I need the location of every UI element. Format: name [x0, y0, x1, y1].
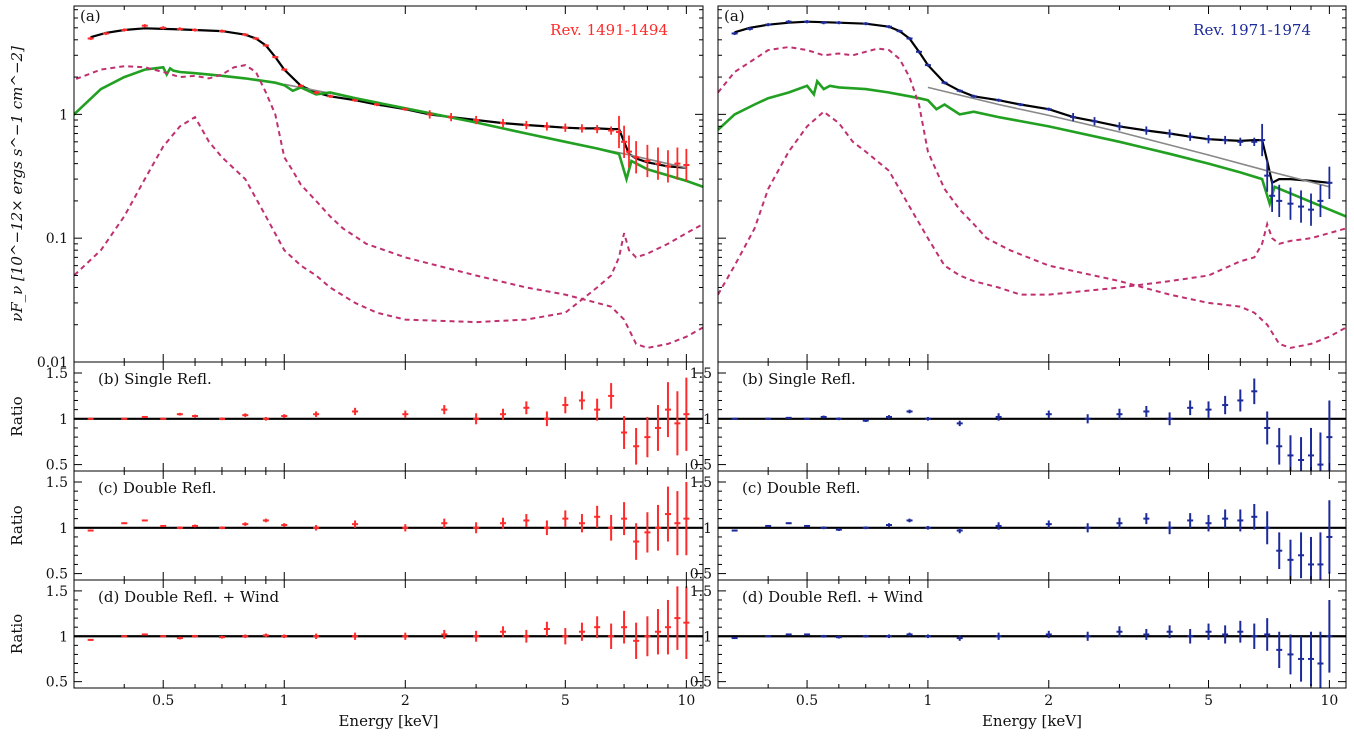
panel-label-b: (b) Single Refl. — [742, 370, 856, 388]
ratio-tick-label: 1 — [703, 629, 712, 645]
ratio-tick-label: 1.5 — [690, 584, 712, 600]
x-axis-label: Energy [keV] — [982, 712, 1082, 730]
ratio-tick-label: 0.5 — [690, 675, 712, 691]
total-model-line — [734, 20, 1330, 185]
x-tick-label: 0.5 — [796, 693, 818, 709]
ratio-tick-label: 1 — [59, 629, 68, 645]
primary-continuum-line — [74, 65, 703, 189]
x-axis-label: Energy [keV] — [338, 712, 438, 730]
panel-label-c: (c) Double Refl. — [742, 479, 861, 497]
ratio-content — [74, 481, 703, 560]
power-law-line — [927, 86, 1330, 188]
panel-label-d: (d) Double Refl. + Wind — [742, 588, 923, 606]
ratio-panel-d: 0.5 1 1.5 (d) Double Refl. + Wind Ratio — [8, 579, 704, 691]
panel-label-c: (c) Double Refl. — [98, 479, 217, 497]
ratio-tick-label: 0.5 — [46, 567, 68, 583]
ratio-y-axis-label: Ratio — [8, 505, 26, 545]
y-tick-label: 0.1 — [46, 231, 68, 247]
x-tick-label: 5 — [561, 693, 570, 709]
reflection-2-line — [718, 110, 1346, 296]
ratio-tick-label: 1.5 — [46, 366, 68, 382]
spectrum-panel: 0.01 0.1 1 (a) Rev. 1491-1494 — [37, 5, 704, 371]
x-tick-label: 1 — [923, 693, 932, 709]
reflection-2-line — [74, 115, 703, 324]
ratio-tick-label: 1.5 — [46, 475, 68, 491]
y-tick-label: 0.01 — [37, 355, 68, 371]
reflection-1-line — [718, 45, 1346, 349]
ratio-tick-label: 0.5 — [690, 458, 712, 474]
ratio-frame — [717, 579, 1347, 689]
x-tick-label: 10 — [677, 693, 695, 709]
ratio-tick-label: 1 — [59, 521, 68, 537]
revolution-label: Rev. 1491-1494 — [550, 21, 668, 39]
ratio-tick-label: 1.5 — [690, 475, 712, 491]
ratio-panel-b: 0.5 1 1.5 (b) Single Refl. — [690, 361, 1347, 474]
ratio-tick-label: 0.5 — [46, 458, 68, 474]
panel-label-d: (d) Double Refl. + Wind — [98, 588, 279, 606]
panel-label-b: (b) Single Refl. — [98, 370, 212, 388]
right-spectrum-column: (a) Rev. 1971-1974 0.5 1 1.5 (b) Single Refl.… — [690, 5, 1347, 730]
ratio-content — [74, 377, 703, 465]
ratio-content — [718, 500, 1346, 580]
primary-continuum-line — [718, 78, 1346, 218]
data-points — [87, 24, 690, 183]
x-tick-label: 1 — [280, 693, 289, 709]
ratio-tick-label: 0.5 — [46, 675, 68, 691]
x-tick-label: 2 — [401, 693, 410, 709]
ratio-y-axis-label: Ratio — [8, 614, 26, 654]
ratio-tick-label: 0.5 — [690, 567, 712, 583]
x-tick-label: 2 — [1044, 693, 1053, 709]
ratio-panel-d: 0.5 1 1.5 (d) Double Refl. + Wind — [690, 579, 1347, 691]
left-spectrum-column: 0.01 0.1 1 (a) Rev. 1491-1494 0.5 1 1.5 (b) Sing… — [8, 5, 704, 730]
total-model-line — [90, 27, 687, 169]
ratio-panel-b: 0.5 1 1.5 (b) Single Refl. Ratio — [8, 361, 704, 474]
model-curves — [718, 20, 1346, 349]
panel-label-a: (a) — [724, 7, 745, 25]
data-points — [731, 20, 1333, 226]
model-curves — [74, 24, 703, 349]
ratio-tick-label: 1 — [703, 521, 712, 537]
ratio-tick-label: 1.5 — [46, 584, 68, 600]
ratio-content — [718, 599, 1346, 688]
panel-label-a: (a) — [80, 7, 101, 25]
revolution-label: Rev. 1971-1974 — [1193, 21, 1311, 39]
spectrum-y-axis-label: νF_ν [10^−12× ergs s^−1 cm^−2] — [8, 46, 26, 322]
ratio-tick-label: 1 — [703, 412, 712, 428]
x-tick-label: 10 — [1320, 693, 1338, 709]
x-tick-label: 5 — [1204, 693, 1213, 709]
spectrum-frame — [73, 5, 704, 363]
ratio-content — [74, 586, 703, 659]
reflection-1-line — [74, 64, 703, 349]
ratio-y-axis-label: Ratio — [8, 396, 26, 436]
y-tick-label: 1 — [59, 107, 68, 123]
spectrum-panel: (a) Rev. 1971-1974 — [717, 5, 1347, 363]
ratio-frame — [73, 579, 704, 689]
ratio-panel-c: 0.5 1 1.5 (c) Double Refl. Ratio — [8, 470, 704, 583]
spectrum-frame — [717, 5, 1347, 363]
ratio-tick-label: 1 — [59, 412, 68, 428]
ratio-tick-label: 1.5 — [690, 366, 712, 382]
x-tick-label: 0.5 — [152, 693, 174, 709]
ratio-panel-c: 0.5 1 1.5 (c) Double Refl. — [690, 470, 1347, 583]
